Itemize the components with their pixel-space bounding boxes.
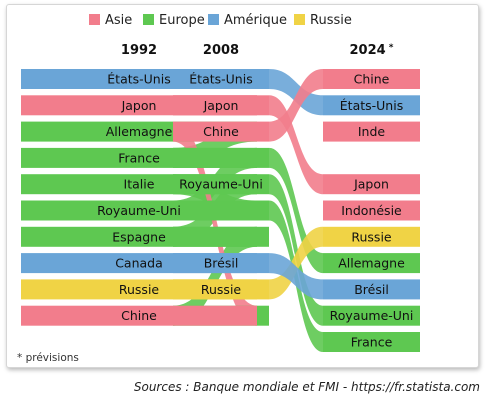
connector-chine-0-1	[173, 121, 257, 326]
label-etats-unis-2024: États-Unis	[340, 98, 403, 113]
bar-etats-unis-2024	[323, 95, 420, 116]
label-indonesie-2024: Indonésie	[341, 203, 402, 218]
label-inde-2024: Inde	[358, 124, 386, 139]
label-espagne-1992: Espagne	[112, 229, 166, 244]
legend-label-asie: Asie	[105, 13, 132, 28]
label-chine-1992: Chine	[121, 308, 157, 323]
bar-france-2024	[323, 332, 420, 352]
label-france-1992: France	[118, 150, 160, 165]
bar-indonesie-2024	[323, 200, 420, 221]
bar-etats-unis-2008	[173, 69, 269, 89]
bar-allemagne-2024	[323, 253, 420, 274]
year-header-2008: 2008	[203, 43, 239, 58]
legend-swatch-russie	[294, 14, 305, 25]
label-canada-1992: Canada	[115, 256, 163, 271]
bar-layer: États-Unis États-Unis États-Unis Japon Japon…	[21, 69, 420, 352]
bar-espagne-1992	[21, 226, 257, 247]
label-chine-2024: Chine	[354, 72, 390, 87]
connector-etats-unis-1-2	[269, 69, 323, 116]
label-etats-unis-2008: États-Unis	[189, 72, 252, 87]
legend-swatch-amerique	[208, 14, 219, 25]
legend-swatch-europe	[143, 14, 154, 25]
footnote: * prévisions	[17, 352, 79, 364]
label-etats-unis-1992: États-Unis	[107, 72, 170, 87]
connector-allemagne-1-2	[269, 147, 323, 274]
bar-russie-2008	[173, 279, 269, 300]
label-chine-2008: Chine	[203, 124, 239, 139]
year-header-2024: 2024 *	[349, 43, 393, 58]
label-russie-2024: Russie	[351, 229, 392, 244]
label-russie-2008: Russie	[201, 282, 242, 297]
bar-chine-2024	[323, 69, 420, 89]
label-italie-1992: Italie	[124, 177, 155, 192]
bar-inde-2024	[323, 121, 420, 142]
bar-chine-1992	[21, 305, 257, 326]
label-bresil-2008: Brésil	[204, 256, 239, 271]
bar-chine-2008	[173, 121, 269, 142]
label-japon-2008: Japon	[203, 98, 239, 113]
bar-royaume-uni-2008	[173, 174, 269, 195]
legend-swatch-asie	[89, 14, 100, 25]
label-royaume-uni-2008: Royaume-Uni	[179, 177, 263, 192]
bar-france-1992	[21, 147, 257, 168]
legend-label-russie: Russie	[310, 13, 352, 28]
bar-japon-2024	[323, 174, 420, 195]
label-japon-2024: Japon	[353, 177, 389, 192]
bar-royaume-uni-1992	[21, 200, 257, 221]
label-france-2024: France	[351, 335, 393, 350]
label-allemagne-2024: Allemagne	[338, 256, 405, 271]
forecast-marker: *	[386, 43, 394, 53]
label-japon-1992: Japon	[121, 98, 157, 113]
connector-royaume-uni-1-2	[269, 174, 323, 326]
label-bresil-2024: Brésil	[354, 282, 389, 297]
bar-royaume-uni-2024	[323, 305, 420, 326]
connector-chine-1-2	[269, 69, 323, 142]
bar-bresil-2024	[323, 279, 420, 300]
label-royaume-uni-1992: Royaume-Uni	[97, 203, 181, 218]
connector-russie-1-2	[269, 226, 323, 300]
legend-label-europe: Europe	[159, 13, 205, 28]
label-russie-1992: Russie	[119, 282, 160, 297]
label-allemagne-1992: Allemagne	[106, 124, 173, 139]
bar-bresil-2008	[173, 253, 269, 274]
connector-bresil-1-2	[269, 253, 323, 300]
bar-russie-2024	[323, 226, 420, 247]
bump-chart: Asie Europe Amérique Russie 1992 2008 2024 * Ét…	[17, 13, 420, 364]
chart-card: Asie Europe Amérique Russie 1992 2008 2024 * Ét…	[6, 4, 479, 368]
label-royaume-uni-2024: Royaume-Uni	[330, 308, 414, 323]
connector-espagne-0-1	[173, 226, 257, 326]
year-header-1992: 1992	[121, 43, 157, 58]
source-note: Sources : Banque mondiale et FMI - https…	[133, 380, 480, 394]
legend-label-amerique: Amérique	[224, 13, 287, 28]
bar-japon-2008	[173, 95, 269, 116]
